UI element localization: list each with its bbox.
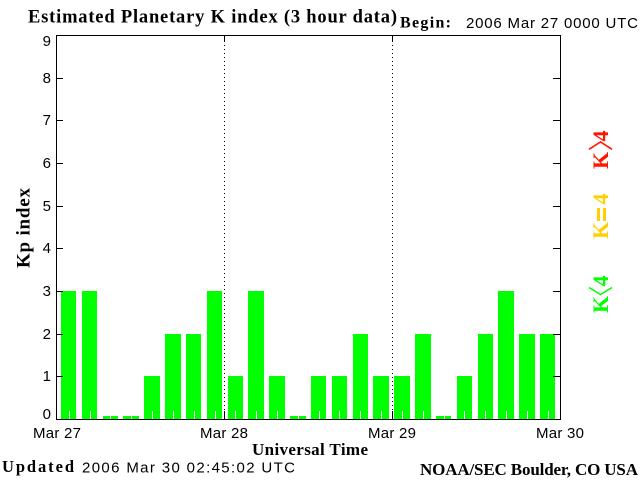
svg-text:0: 0 [43, 406, 51, 423]
svg-text:K: K [588, 152, 613, 169]
svg-text:4: 4 [588, 131, 613, 142]
svg-text:9: 9 [43, 33, 51, 50]
svg-text:3: 3 [43, 283, 51, 300]
svg-text:K: K [588, 296, 613, 313]
svg-text:Begin:: Begin: [400, 15, 451, 32]
svg-text:4: 4 [588, 194, 613, 205]
svg-text:8: 8 [43, 70, 51, 87]
svg-text:Mar 29: Mar 29 [368, 425, 416, 442]
svg-text:7: 7 [43, 112, 51, 129]
svg-text:2: 2 [43, 326, 51, 343]
svg-text:4: 4 [43, 240, 51, 257]
svg-text:2006 Mar 27 0000 UTC: 2006 Mar 27 0000 UTC [466, 15, 638, 32]
svg-text:Estimated Planetary K index (3: Estimated Planetary K index (3 hour data… [28, 8, 397, 28]
svg-text:Mar 28: Mar 28 [200, 425, 248, 442]
svg-text:6: 6 [43, 155, 51, 172]
svg-text:Mar 30: Mar 30 [536, 425, 584, 442]
svg-text:1: 1 [43, 368, 51, 385]
svg-text:Kp index: Kp index [14, 188, 35, 269]
svg-text:K: K [588, 222, 613, 239]
svg-text:4: 4 [588, 276, 613, 287]
svg-text:Universal Time: Universal Time [252, 440, 368, 459]
svg-text:Updated: Updated [2, 457, 74, 476]
svg-text:NOAA/SEC Boulder, CO USA: NOAA/SEC Boulder, CO USA [420, 460, 639, 479]
svg-text:2006 Mar 30 02:45:02 UTC: 2006 Mar 30 02:45:02 UTC [82, 460, 295, 477]
svg-text:Mar 27: Mar 27 [33, 425, 81, 442]
svg-text:5: 5 [43, 198, 51, 215]
